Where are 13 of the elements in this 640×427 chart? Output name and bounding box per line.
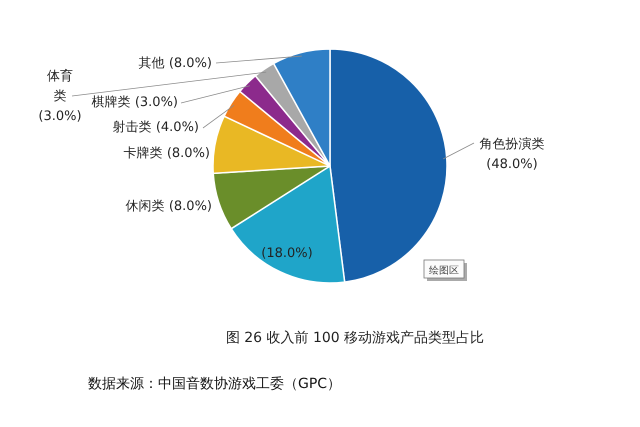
slice-label: 射击类 (4.0%) xyxy=(112,120,199,135)
text: 绘图区 xyxy=(429,264,459,276)
source-note: 数据来源：中国音数协游戏工委（GPC） xyxy=(88,376,342,392)
data-label: (3.0%) xyxy=(38,109,82,124)
data-label: (48.0%) xyxy=(486,157,538,172)
text: 图 26 收入前 100 移动游戏产品类型占比 xyxy=(226,330,484,346)
data-label: (18.0%) xyxy=(261,246,313,261)
slice-label: 休闲类 (8.0%) xyxy=(126,199,212,214)
slice-label: 其他 (8.0%) xyxy=(138,56,212,71)
slice-label: 卡牌类 (8.0%) xyxy=(124,146,210,161)
slice-label: 角色扮演类 xyxy=(480,137,544,152)
slice-label: 棋牌类 (3.0%) xyxy=(92,95,178,110)
slice-label: 体育类 xyxy=(47,68,73,104)
